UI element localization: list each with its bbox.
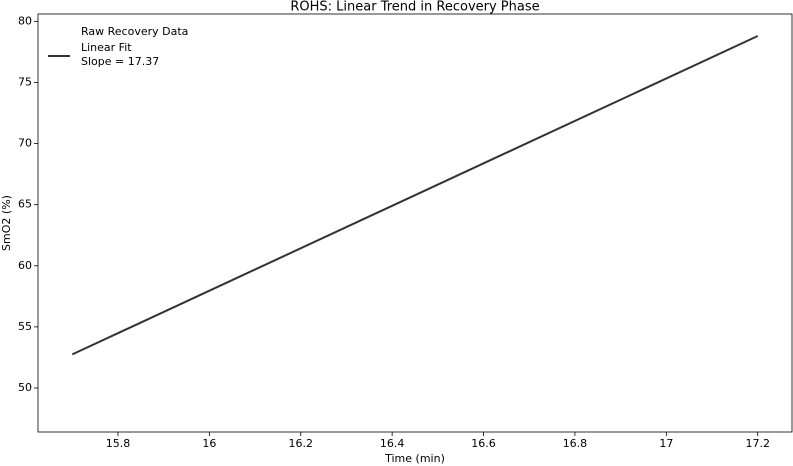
y-tick-label: 80 [18,14,32,27]
chart-title: ROHS: Linear Trend in Recovery Phase [290,0,539,15]
y-tick-label: 75 [18,75,32,88]
x-tick-label: 16.2 [289,437,314,450]
y-tick-label: 60 [18,259,32,272]
x-tick-label: 17 [659,437,673,450]
x-tick-label: 16 [202,437,216,450]
plot-frame [37,13,793,433]
y-tick-label: 50 [18,381,32,394]
y-tick-label: 65 [18,198,32,211]
legend-label: Raw Recovery Data [81,25,188,38]
y-tick-label: 55 [18,320,32,333]
x-tick-label: 16.4 [380,437,405,450]
x-tick-label: 17.2 [745,437,770,450]
y-tick-label: 70 [18,137,32,150]
legend-annotation: Slope = 17.37 [81,55,159,68]
y-axis-label: SmO2 (%) [0,195,13,251]
x-tick-label: 15.8 [106,437,131,450]
x-tick-label: 16.6 [471,437,496,450]
legend-label: Linear Fit [81,41,132,54]
x-tick-label: 16.8 [563,437,588,450]
data-line [71,35,759,356]
x-axis-label: Time (min) [384,452,445,465]
